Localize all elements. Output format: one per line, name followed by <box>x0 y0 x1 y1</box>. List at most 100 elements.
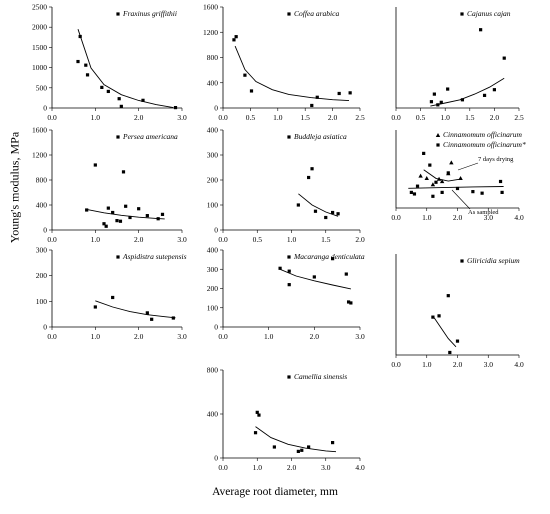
y-tick-label: 800 <box>207 366 219 375</box>
x-tick-label: 2.0 <box>134 235 144 244</box>
data-point <box>312 275 316 279</box>
data-point <box>409 190 413 194</box>
x-tick-label: 0.0 <box>47 332 57 341</box>
x-tick-label: 3.0 <box>484 213 494 222</box>
y-tick-label: 0 <box>214 454 218 463</box>
panel-fraxinus-griffithii: 0.0 1.0 2.0 3.0 0 500 1000 1500 2000 2500 Fraxinus… <box>32 3 187 123</box>
data-point <box>287 283 291 287</box>
annotation-leader <box>457 162 479 171</box>
x-tick-label: 4.0 <box>355 463 365 472</box>
x-tick-label: 0.0 <box>218 113 228 122</box>
y-tick-label: 1600 <box>203 3 218 12</box>
trendline <box>77 29 174 109</box>
data-point <box>117 97 121 101</box>
data-point <box>446 171 450 175</box>
y-tick-label: 200 <box>207 284 219 293</box>
data-point <box>278 266 282 270</box>
y-tick-label: 0 <box>214 226 218 235</box>
x-tick-label: 2.5 <box>514 113 524 122</box>
panel-gliricidia-sepium: 0.0 1.0 2.0 3.0 4.0 Gliricidia sepium <box>391 254 524 369</box>
data-point <box>145 311 149 315</box>
x-tick-label: 2.0 <box>134 113 144 122</box>
x-tick-label: 2.0 <box>287 463 297 472</box>
legend-marker <box>436 143 440 147</box>
y-tick-label: 100 <box>36 297 48 306</box>
x-tick-label: 0.0 <box>218 235 228 244</box>
x-tick-label: 0.0 <box>47 235 57 244</box>
data-point <box>482 93 487 97</box>
x-tick-label: 1.0 <box>264 332 274 341</box>
x-tick-label: 2.0 <box>328 113 338 122</box>
data-point <box>344 272 348 276</box>
data-point <box>111 210 115 215</box>
data-point <box>346 300 351 304</box>
data-point <box>430 182 436 187</box>
panel-aspidistra-sutepensis: 0.0 1.0 2.0 3.0 0 100 200 300 Aspidistra sutepen… <box>36 246 187 342</box>
panel-camellia-sinensis: 0.0 1.0 2.0 3.0 4.0 0 400 800 Camellia sinensis <box>207 366 365 473</box>
data-point <box>336 212 340 216</box>
data-point <box>145 214 149 218</box>
x-tick-label: 3.0 <box>177 113 187 122</box>
data-point <box>272 445 276 449</box>
data-point <box>349 301 353 305</box>
x-tick-label: 1.0 <box>91 113 101 122</box>
annotation-7-days-drying: 7 days drying <box>478 156 514 163</box>
data-point <box>106 89 110 94</box>
data-point <box>287 269 291 273</box>
trendline <box>432 315 457 348</box>
data-point <box>232 38 236 42</box>
data-point <box>434 180 438 184</box>
x-axis-title: Average root diameter, mm <box>212 486 338 498</box>
data-point <box>437 314 441 318</box>
data-point <box>480 191 484 195</box>
data-point <box>111 295 115 300</box>
y-tick-label: 0 <box>43 323 47 332</box>
data-point <box>150 317 154 321</box>
data-point <box>428 163 432 167</box>
data-point <box>234 35 238 39</box>
y-tick-label: 300 <box>207 151 219 160</box>
panel-persea-americana: 0.0 1.0 2.0 3.0 0 400 800 1200 1600 Persea americ… <box>32 126 187 245</box>
x-tick-label: 3.0 <box>177 332 187 341</box>
data-point <box>115 219 119 223</box>
data-point <box>307 445 311 449</box>
legend-label: Coffea arabica <box>294 9 339 18</box>
panel-cinnamomum-officinarum: 0.0 1.0 2.0 3.0 4.0 Cinnamomum officinarumCin… <box>391 130 526 222</box>
y-tick-label: 1200 <box>32 151 47 160</box>
data-point <box>415 184 420 188</box>
x-tick-label: 3.0 <box>321 463 331 472</box>
legend-marker <box>287 375 291 379</box>
x-tick-label: 0.5 <box>253 235 263 244</box>
data-point <box>331 441 335 445</box>
data-point <box>436 176 442 181</box>
y-tick-label: 100 <box>207 303 219 312</box>
x-tick-label: 1.0 <box>91 332 101 341</box>
data-point <box>436 103 440 107</box>
x-tick-label: 1.0 <box>441 113 451 122</box>
data-point <box>104 224 108 228</box>
annotation-as-sampled: As sampled <box>468 209 499 216</box>
data-point <box>85 208 89 212</box>
data-point <box>446 87 450 91</box>
data-point <box>257 413 261 417</box>
data-point <box>446 294 450 298</box>
data-point <box>412 192 417 196</box>
data-point <box>431 315 435 319</box>
data-point <box>124 204 128 208</box>
legend-marker <box>287 255 291 259</box>
data-point <box>171 316 175 320</box>
data-point <box>492 88 496 92</box>
legend-label: Cajanus cajan <box>467 9 511 18</box>
data-point <box>119 104 123 108</box>
data-point <box>121 170 126 174</box>
data-point <box>296 449 300 453</box>
data-point <box>296 203 300 207</box>
x-tick-label: 1.0 <box>422 360 432 369</box>
data-point <box>156 217 160 221</box>
panel-coffea-arabica: 0.0 0.5 1.0 1.5 2.0 2.5 0 400 800 1200 1600 Coffea … <box>203 3 365 123</box>
data-point <box>331 210 335 215</box>
data-point <box>84 63 88 67</box>
data-point <box>422 151 426 155</box>
x-tick-label: 3.0 <box>177 235 187 244</box>
